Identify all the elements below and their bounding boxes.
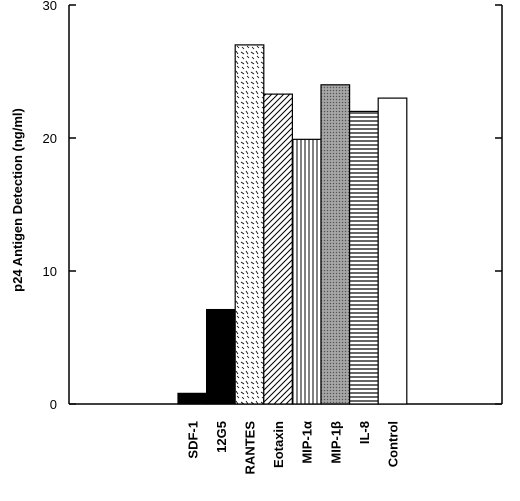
x-tick-label: SDF-1: [185, 421, 200, 459]
x-tick-label: 12G5: [214, 421, 229, 453]
x-labels-group: SDF-1 12G5 RANTES Eotaxin MIP-1α MIP-1β IL-8 Co…: [185, 421, 400, 475]
bar-eotaxin: [263, 93, 293, 405]
x-tick-label: RANTES: [243, 421, 258, 475]
x-tick-label: MIP-1α: [300, 421, 315, 464]
y-tick-label: 0: [50, 397, 57, 412]
bar-mip-1-: [291, 138, 322, 405]
bar-il-8: [349, 110, 379, 405]
bars-group: [177, 44, 408, 405]
x-tick-label: Control: [386, 421, 401, 467]
bar-rantes: [234, 44, 265, 405]
y-ticks-group: 0 10 20 30: [43, 0, 502, 412]
y-tick-label: 20: [43, 131, 57, 146]
x-tick-label: IL-8: [357, 421, 372, 444]
bar-12g5: [206, 308, 236, 405]
bar-sdf-1: [177, 392, 208, 405]
y-tick-label: 30: [43, 0, 57, 13]
bar-control: [377, 97, 408, 405]
y-tick-label: 10: [43, 264, 57, 279]
x-tick-label: MIP-1β: [328, 421, 343, 464]
y-axis-title: p24 Antigen Detection (ng/ml): [10, 108, 25, 292]
bar-mip-1-: [320, 84, 351, 405]
x-tick-label: Eotaxin: [271, 421, 286, 468]
